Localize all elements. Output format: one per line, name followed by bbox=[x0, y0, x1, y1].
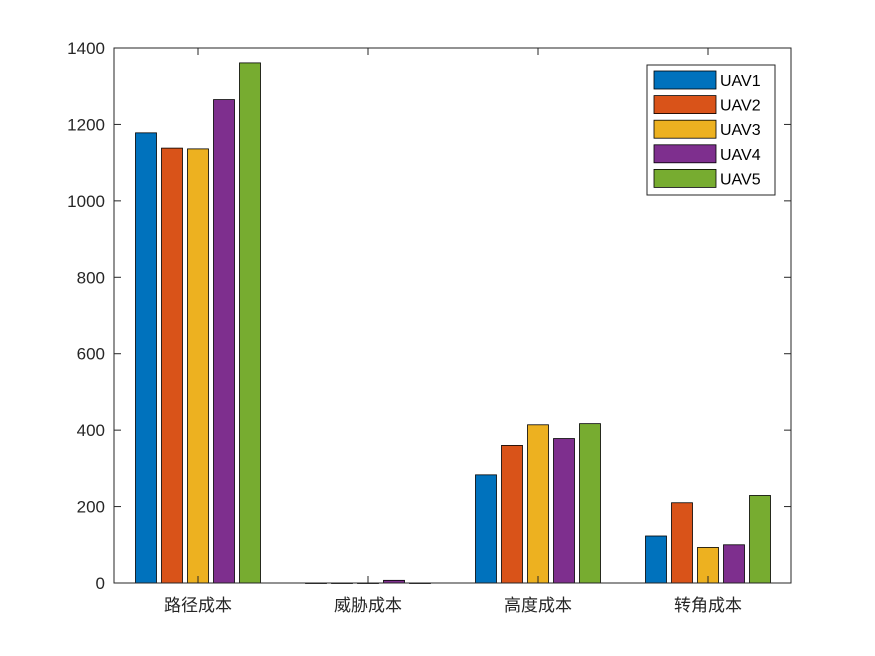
legend: UAV1 UAV2 UAV3 UAV4 UAV5 bbox=[646, 64, 776, 196]
y-tick-label: 200 bbox=[77, 498, 105, 517]
y-tick-label: 1200 bbox=[67, 115, 105, 134]
bar-uav4-2 bbox=[553, 438, 575, 584]
y-tick-label: 0 bbox=[96, 574, 105, 593]
legend-label-uav4: UAV4 bbox=[720, 147, 761, 164]
legend-swatch-uav1 bbox=[653, 70, 717, 90]
legend-swatch-uav4 bbox=[653, 144, 717, 164]
legend-label-uav1: UAV1 bbox=[720, 73, 761, 90]
x-category-label: 路径成本 bbox=[164, 596, 232, 616]
y-tick-label: 400 bbox=[77, 421, 105, 440]
bar-uav2-2 bbox=[501, 445, 523, 584]
axis-ticks: 0 200 400 600 800 1000 1200 1400 路径成本 威胁成本 高度成本 转角成… bbox=[67, 39, 791, 616]
bars-layer bbox=[135, 62, 771, 584]
bar-uav5-0 bbox=[239, 62, 261, 584]
plot-area-frame bbox=[113, 47, 792, 584]
bar-uav1-0 bbox=[135, 132, 157, 584]
bar-uav2-3 bbox=[671, 502, 693, 584]
x-category-label: 威胁成本 bbox=[334, 596, 402, 616]
y-tick-label: 600 bbox=[77, 345, 105, 364]
bar-uav4-3 bbox=[723, 544, 745, 584]
bar-uav4-0 bbox=[213, 99, 235, 584]
y-tick-label: 1000 bbox=[67, 192, 105, 211]
y-tick-label: 1400 bbox=[67, 39, 105, 58]
y-tick-label: 800 bbox=[77, 268, 105, 287]
bar-uav3-2 bbox=[527, 424, 549, 584]
bar-uav1-3 bbox=[645, 535, 667, 584]
legend-label-uav5: UAV5 bbox=[720, 171, 761, 188]
legend-label-uav3: UAV3 bbox=[720, 122, 761, 139]
bar-uav3-0 bbox=[187, 148, 209, 584]
bar-uav1-2 bbox=[475, 474, 497, 584]
legend-swatch-uav5 bbox=[653, 168, 717, 188]
legend-label-uav2: UAV2 bbox=[720, 98, 761, 115]
x-category-label: 转角成本 bbox=[674, 596, 742, 616]
bar-uav2-0 bbox=[161, 147, 183, 584]
bar-uav5-3 bbox=[749, 495, 771, 584]
legend-swatch-uav2 bbox=[653, 95, 717, 114]
legend-swatch-uav3 bbox=[653, 119, 717, 139]
x-category-label: 高度成本 bbox=[504, 596, 572, 616]
bar-uav5-2 bbox=[579, 423, 601, 584]
